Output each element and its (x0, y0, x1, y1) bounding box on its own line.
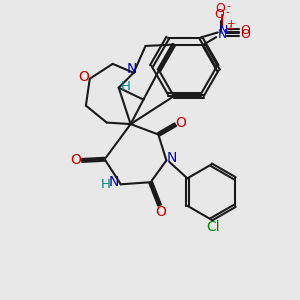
Text: N: N (218, 28, 227, 41)
Text: O: O (78, 70, 88, 84)
Text: +: + (227, 20, 236, 29)
Text: O: O (240, 28, 250, 41)
Text: -: - (225, 7, 229, 17)
Text: N: N (218, 24, 228, 37)
Text: -: - (226, 1, 230, 11)
Text: O: O (214, 8, 224, 21)
Text: +: + (226, 24, 234, 34)
Text: N: N (127, 62, 137, 76)
Text: H: H (121, 80, 131, 93)
Text: O: O (70, 153, 81, 167)
Text: O: O (240, 24, 250, 37)
Text: O: O (175, 116, 186, 130)
Text: O: O (215, 2, 225, 15)
Text: H: H (101, 178, 111, 191)
Text: Cl: Cl (207, 220, 220, 234)
Text: N: N (109, 175, 119, 189)
Text: N: N (167, 151, 177, 165)
Text: O: O (156, 205, 167, 219)
